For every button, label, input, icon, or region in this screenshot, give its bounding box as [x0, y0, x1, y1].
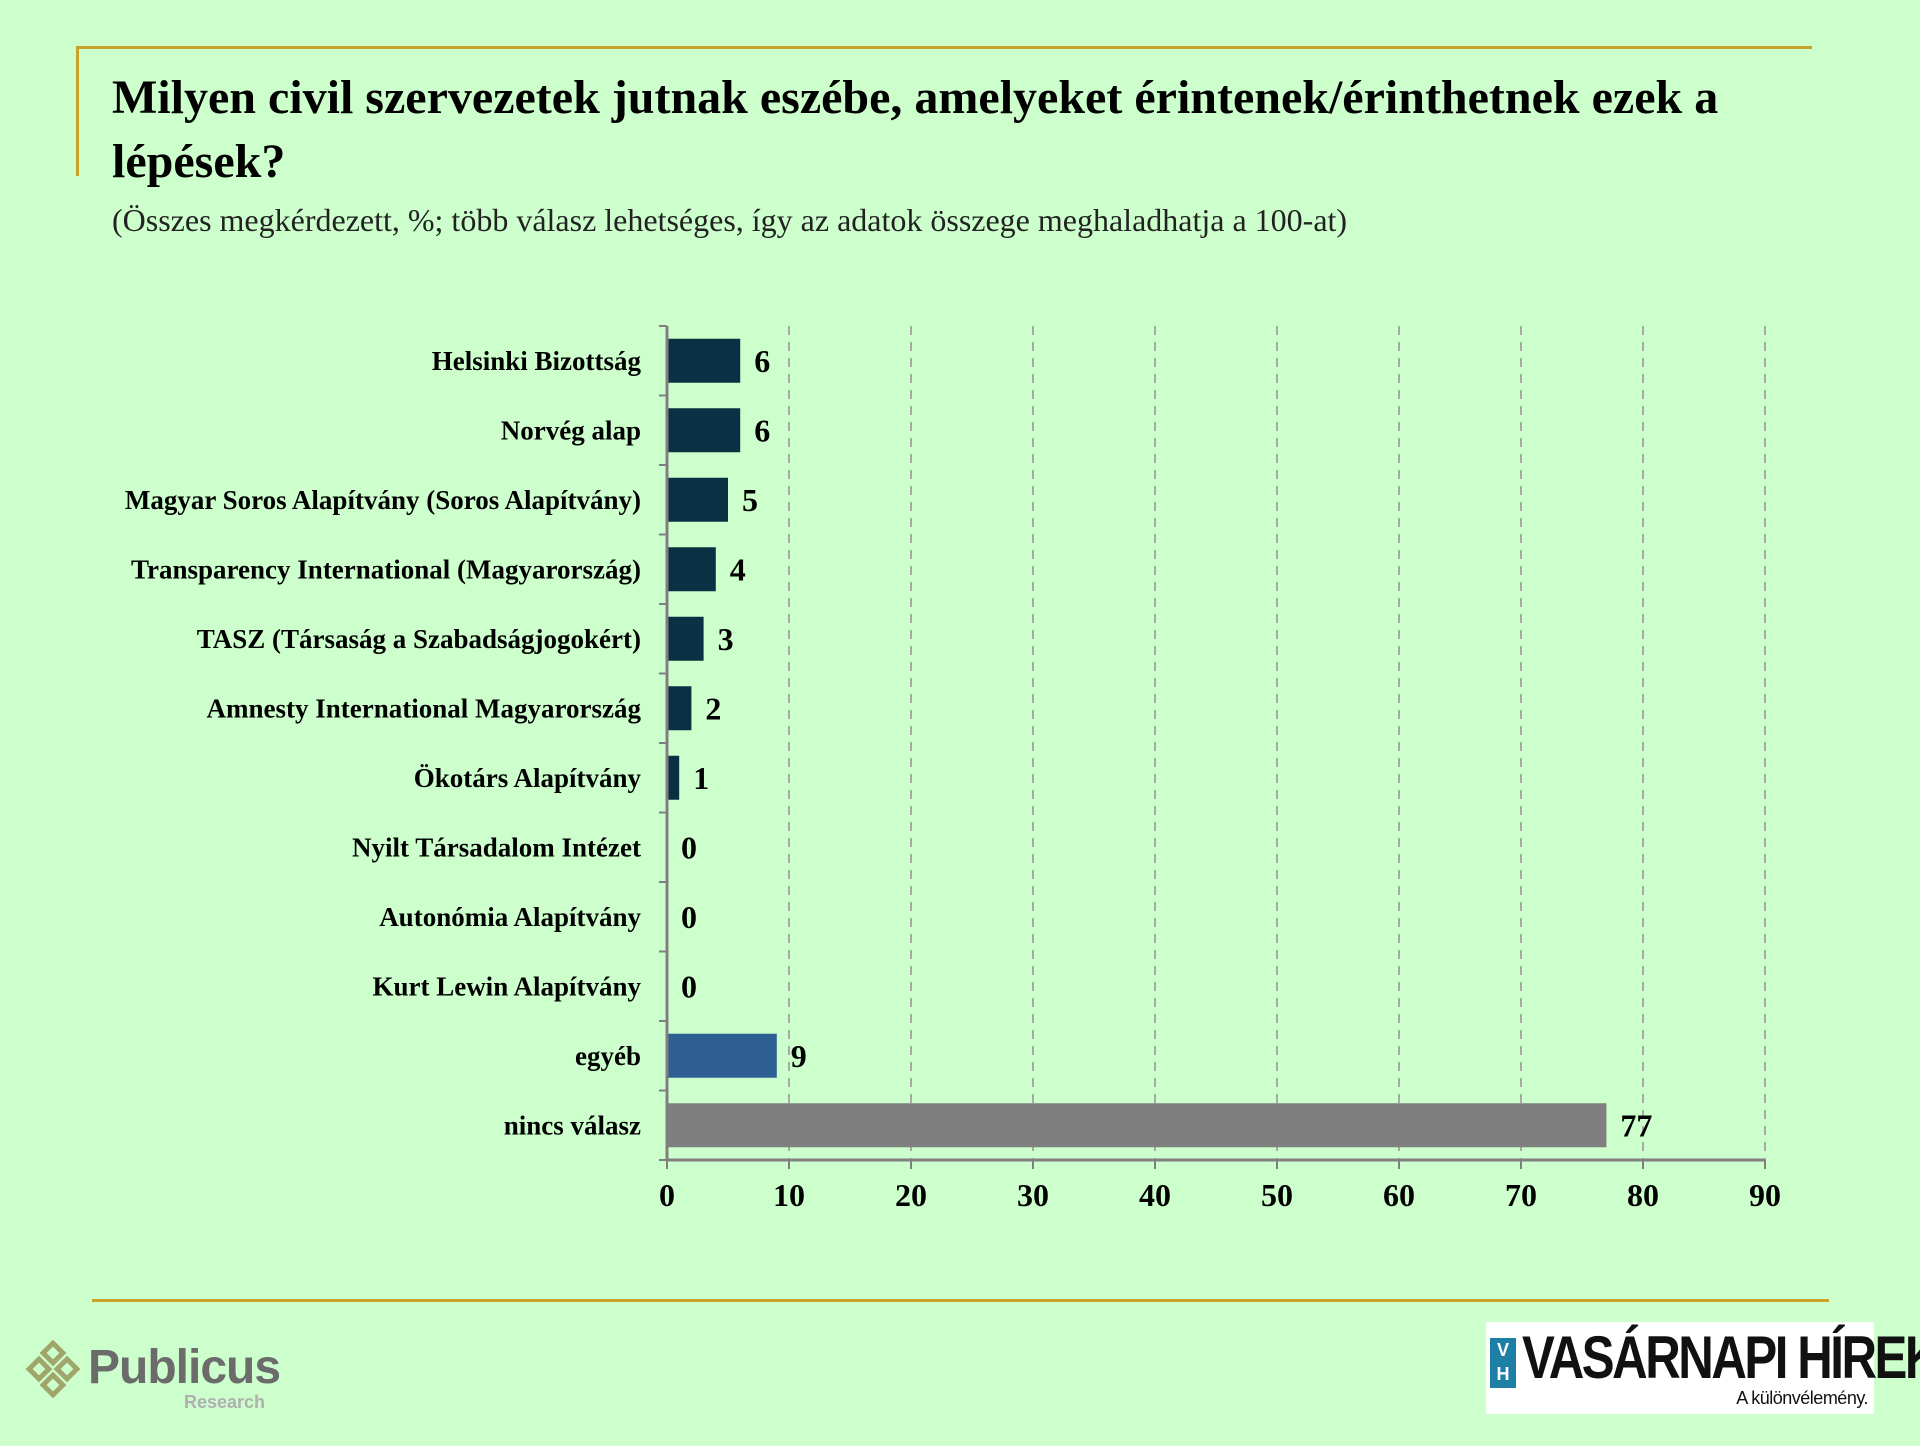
data-label: 1	[693, 760, 709, 796]
data-label: 4	[730, 551, 746, 587]
data-label: 0	[681, 899, 697, 935]
category-label: Ökotárs Alapítvány	[414, 763, 642, 793]
data-label: 6	[754, 343, 770, 379]
bar-11	[667, 1103, 1607, 1148]
x-tick-label: 80	[1627, 1177, 1659, 1213]
x-tick-label: 30	[1017, 1177, 1049, 1213]
publicus-logo: Publicus Research	[24, 1336, 284, 1416]
bar-6	[667, 755, 680, 800]
x-tick-label: 0	[659, 1177, 675, 1213]
data-label: 9	[791, 1038, 807, 1074]
category-label: Transparency International (Magyarország…	[131, 554, 641, 584]
category-label: egyéb	[575, 1041, 641, 1071]
x-tick-label: 50	[1261, 1177, 1293, 1213]
data-label: 3	[718, 621, 734, 657]
category-label: nincs válasz	[504, 1110, 641, 1140]
title-frame-left	[76, 46, 79, 176]
data-label: 6	[754, 412, 770, 448]
category-label: Magyar Soros Alapítvány (Soros Alapítván…	[125, 485, 641, 515]
bar-chart: Helsinki Bizottság 6 Norvég alap 6 Magyar So…	[125, 325, 1781, 1213]
diamond-logo-icon	[25, 1340, 81, 1399]
bar-10	[667, 1033, 777, 1078]
x-tick-label: 20	[895, 1177, 927, 1213]
bar-5	[667, 686, 692, 731]
data-label: 5	[742, 482, 758, 518]
x-tick-label: 60	[1383, 1177, 1415, 1213]
data-label: 77	[1620, 1107, 1652, 1143]
publicus-subtitle: Research	[184, 1392, 266, 1412]
vh-wordmark: VASÁRNAPI HÍREK	[1522, 1324, 1920, 1391]
title-frame-top	[76, 46, 1812, 49]
category-label: TASZ (Társaság a Szabadságjogokért)	[197, 624, 641, 654]
bar-1	[667, 408, 741, 453]
data-label: 0	[681, 968, 697, 1004]
category-label: Norvég alap	[501, 415, 641, 445]
bar-2	[667, 477, 728, 522]
x-tick-label: 40	[1139, 1177, 1171, 1213]
category-label: Amnesty International Magyarország	[207, 693, 642, 723]
bar-4	[667, 616, 704, 661]
footer-rule	[92, 1299, 1829, 1302]
category-label: Autonómia Alapítvány	[379, 902, 641, 932]
category-label: Helsinki Bizottság	[432, 346, 642, 376]
x-tick-label: 90	[1749, 1177, 1781, 1213]
data-label: 0	[681, 829, 697, 865]
category-label: Kurt Lewin Alapítvány	[372, 971, 641, 1001]
x-tick-label: 70	[1505, 1177, 1537, 1213]
bar-3	[667, 547, 716, 592]
data-label: 2	[705, 690, 721, 726]
publicus-wordmark: Publicus	[88, 1341, 281, 1394]
vh-tagline: A különvélemény.	[1736, 1388, 1868, 1408]
chart-title: Milyen civil szervezetek jutnak eszébe, …	[112, 71, 1719, 188]
vasarnapi-hirek-logo: V H VASÁRNAPI HÍREK A különvélemény.	[1486, 1322, 1920, 1414]
vh-badge: V H	[1490, 1338, 1516, 1388]
chart-subtitle: (Összes megkérdezett, %; több válasz leh…	[112, 202, 1348, 238]
category-label: Nyilt Társadalom Intézet	[352, 832, 641, 862]
bar-0	[667, 338, 741, 383]
x-tick-label: 10	[773, 1177, 805, 1213]
